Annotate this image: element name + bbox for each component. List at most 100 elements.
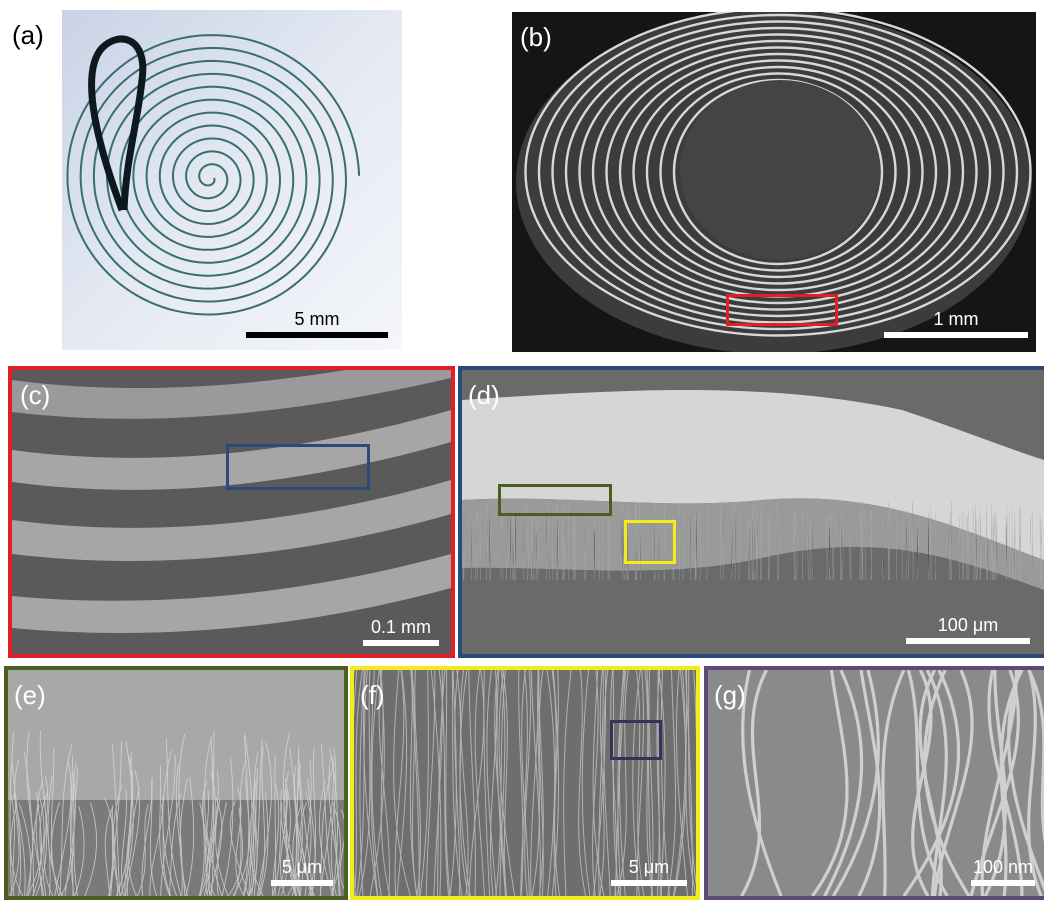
nanotube-fiber (329, 748, 338, 896)
nanotube-fiber (489, 507, 491, 581)
nanotube-fiber (675, 670, 688, 896)
nanotube-fiber (518, 670, 524, 896)
nanotube-fiber (489, 670, 498, 896)
nanotube-fiber (414, 670, 422, 896)
nanotube-fiber (672, 670, 687, 896)
spiral-ring (537, 13, 1019, 331)
nanotube-fiber (483, 670, 491, 896)
nanotube-fiber (849, 517, 852, 581)
nanotube-fiber (1014, 514, 1016, 581)
nanotube-fiber (468, 670, 485, 896)
nanotube-fiber (870, 511, 872, 581)
nanotube-fiber (433, 670, 444, 896)
nanotube-fiber (585, 519, 587, 581)
nanotube-fiber (648, 670, 654, 896)
nanotube-fiber (599, 670, 605, 896)
nanotube-fiber (925, 670, 948, 896)
nanotube-fiber (179, 778, 188, 896)
nanotube-fiber (902, 670, 961, 896)
nanotube-fiber (632, 670, 641, 896)
nanotube-fiber (60, 763, 77, 896)
panel-d-scale-bar: 100 μm (906, 616, 1030, 644)
nanotube-fiber (354, 670, 363, 896)
nanotube-fiber (731, 503, 733, 581)
panel-d-label: (d) (468, 380, 500, 410)
panel-d: (d) 100 μm (458, 366, 1044, 658)
nanotube-fiber (121, 789, 127, 896)
panel-f-scale-line (611, 880, 687, 886)
nanotube-fiber (719, 500, 722, 581)
nanotube-fiber (393, 670, 411, 896)
nanotube-fiber (581, 670, 591, 896)
nanotube-fiber (328, 757, 341, 896)
nanotube-fiber (530, 670, 541, 896)
nanotube-fiber (811, 512, 814, 581)
nanotube-fiber (983, 670, 1007, 896)
nanotube-fiber (520, 670, 528, 896)
nanotube-fiber (862, 512, 864, 581)
nanotube-fiber (968, 510, 970, 581)
nanotube-fiber (975, 518, 977, 581)
panel-f-roi (610, 720, 662, 760)
nanotube-fiber (243, 735, 250, 896)
nanotube-fiber (548, 501, 551, 581)
nanotube-fiber (842, 516, 844, 581)
nanotube-fiber (1040, 519, 1043, 581)
nanotube-fiber (990, 502, 993, 581)
panel-b-roi (726, 294, 838, 326)
nanotube-fiber (748, 517, 751, 581)
nanotube-fiber (689, 503, 692, 581)
panel-f: (f) 5 μm (350, 666, 700, 900)
nanotube-fiber (656, 670, 661, 896)
nanotube-fiber (513, 509, 515, 581)
nanotube-fiber (43, 775, 54, 896)
nanotube-fiber (496, 670, 507, 896)
nanotube-fiber (126, 787, 140, 896)
nanotube-fiber (438, 670, 450, 896)
nanotube-fiber (793, 510, 796, 581)
nanotube-fiber (660, 670, 670, 896)
nanotube-fiber (959, 516, 961, 581)
spiral-ring (632, 59, 924, 285)
panel-g-scale-text: 100 nm (972, 857, 1034, 877)
nanotube-fiber (198, 794, 205, 896)
panel-d-roi-yellow (624, 520, 676, 564)
nanotube-fiber (243, 733, 253, 896)
panel-g-scale-bar: 100 nm (962, 858, 1044, 886)
nanotube-fiber (124, 770, 140, 896)
nanotube-fiber (470, 517, 473, 581)
nanotube-fiber (646, 670, 653, 896)
nanotube-fiber (425, 670, 436, 896)
panel-b-scale-line (884, 332, 1028, 338)
nanotube-fiber (831, 670, 880, 896)
spiral-ring (564, 26, 992, 318)
spiral-ring (524, 12, 1032, 337)
nanotube-fiber (50, 748, 60, 896)
nanotube-fiber (839, 500, 841, 581)
nanotube-fiber (27, 798, 45, 896)
nanotube-fiber (533, 512, 536, 581)
nanotube-fiber (621, 506, 623, 581)
nanotube-fiber (104, 809, 113, 896)
nanotube-fiber (1029, 514, 1031, 581)
nanotube-fiber (535, 519, 537, 581)
nanotube-fiber (1008, 512, 1011, 581)
panel-c-scale-line (363, 640, 439, 646)
nanotube-fiber (419, 670, 429, 896)
nanotube-fiber (257, 745, 266, 896)
nanotube-fiber (563, 517, 566, 581)
nanotube-fiber (221, 757, 234, 896)
panel-c: (c) 0.1 mm (8, 366, 455, 658)
panel-c-image (12, 370, 451, 654)
panel-a-label-outer: (a) (12, 20, 44, 50)
nanotube-fiber (169, 793, 182, 896)
nanotube-fiber (977, 516, 979, 581)
nanotube-fiber (445, 670, 451, 896)
nanotube-fiber (598, 670, 604, 896)
nanotube-fiber (359, 670, 365, 896)
nanotube-fiber (688, 670, 696, 887)
nanotube-fiber (462, 506, 464, 581)
nanotube-fiber (857, 670, 882, 896)
nanotube-fiber (259, 793, 269, 896)
nanotube-fiber (1031, 511, 1034, 581)
